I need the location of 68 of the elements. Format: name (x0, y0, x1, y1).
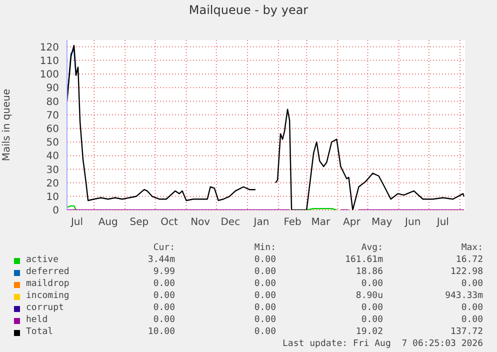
legend-label: maildrop (26, 279, 70, 289)
text: 0.00 (360, 279, 383, 289)
text: 0.00 (152, 279, 175, 289)
text: 0.00 (253, 267, 276, 277)
x-tick-label: Feb (284, 217, 302, 228)
text: 0.00 (360, 315, 383, 325)
x-tick-label: Nov (190, 217, 210, 228)
x-tick-label: Dec (220, 217, 240, 228)
y-tick-label: 80 (46, 96, 59, 108)
legend-label: deferred (26, 267, 70, 277)
y-tick-label: 10 (46, 192, 59, 203)
text: 9.99 (152, 267, 175, 277)
x-tick-label: Jul (70, 217, 84, 228)
y-axis-title: Mails in queue (2, 88, 13, 162)
text: 0.00 (360, 303, 383, 313)
y-tick-label: 100 (40, 70, 59, 81)
text: Min: (253, 243, 276, 253)
text: Last update: Fri Aug 7 06:25:03 2026 (282, 339, 483, 349)
x-tick-label: Aug (98, 217, 118, 228)
y-tick-label: 110 (40, 56, 59, 67)
y-tick-label: 90 (46, 83, 59, 94)
chart-title: Mailqueue - by year (188, 3, 310, 17)
y-tick-label: 120 (40, 42, 59, 54)
legend-label: incoming (26, 291, 70, 301)
text: Max: (460, 243, 483, 253)
legend-label: active (26, 255, 59, 265)
text: 0.00 (253, 255, 276, 265)
text: 16.72 (454, 255, 483, 265)
text: 0.00 (460, 303, 483, 313)
legend-label: Total (26, 327, 54, 337)
text: 0.00 (253, 279, 276, 289)
y-tick-label: 30 (46, 164, 59, 176)
text: 8.90u (354, 291, 383, 301)
x-tick-label: May (371, 217, 392, 228)
text: Avg: (360, 243, 383, 253)
x-tick-label: Jul (436, 217, 449, 228)
text: 19.02 (354, 327, 383, 337)
y-tick-label: 0 (52, 206, 59, 217)
text: 0.00 (253, 303, 276, 313)
x-tick-label: Mar (311, 217, 331, 228)
y-tick-label: 60 (46, 124, 59, 135)
legend-label: corrupt (26, 303, 64, 313)
y-tick-label: 50 (46, 138, 59, 149)
y-tick-label: 70 (46, 110, 59, 122)
text: 0.00 (460, 315, 483, 325)
text: 0.00 (152, 315, 175, 325)
x-tick-label: Sep (130, 217, 149, 228)
text: 943.33m (444, 291, 483, 301)
x-tick-label: Jan (252, 217, 270, 228)
text: 0.00 (253, 315, 276, 325)
text: 18.86 (354, 267, 383, 277)
x-tick-label: Jun (404, 217, 421, 228)
legend-label: held (26, 315, 48, 325)
text: 10.00 (146, 327, 175, 337)
text: 0.00 (253, 327, 276, 337)
text: 122.98 (449, 267, 483, 277)
x-tick-label: Oct (160, 217, 178, 228)
text: 0.00 (253, 291, 276, 301)
text: 0.00 (152, 291, 175, 301)
y-tick-label: 20 (46, 178, 59, 190)
y-tick-label: 40 (46, 151, 59, 162)
text: 3.44m (146, 255, 175, 265)
x-tick-label: Apr (343, 217, 362, 228)
text: 137.72 (449, 327, 483, 337)
text: 0.00 (152, 303, 175, 313)
text: 161.61m (344, 255, 383, 265)
text: 0.00 (460, 279, 483, 289)
text: Cur: (152, 243, 175, 253)
